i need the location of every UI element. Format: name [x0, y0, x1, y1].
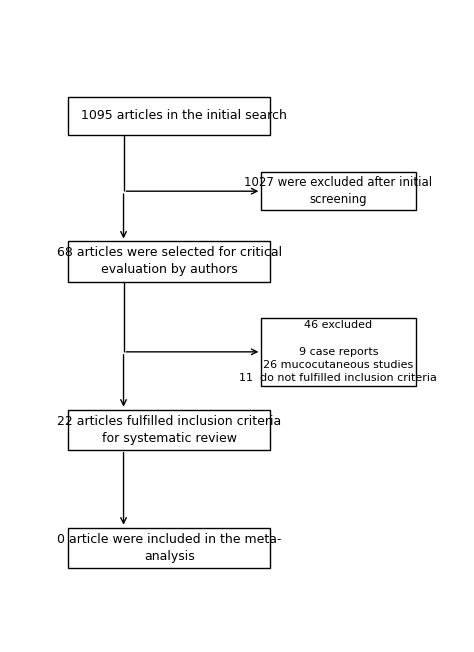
FancyBboxPatch shape	[68, 241, 271, 282]
Text: 22 articles fulfilled inclusion criteria
for systematic review: 22 articles fulfilled inclusion criteria…	[57, 415, 282, 445]
FancyBboxPatch shape	[261, 318, 416, 386]
Text: 0 article were included in the meta-
analysis: 0 article were included in the meta- ana…	[57, 533, 282, 563]
FancyBboxPatch shape	[68, 409, 271, 450]
FancyBboxPatch shape	[261, 172, 416, 210]
FancyBboxPatch shape	[68, 97, 271, 135]
Text: 68 articles were selected for critical
evaluation by authors: 68 articles were selected for critical e…	[57, 246, 282, 276]
Text: 1095 articles in the initial search: 1095 articles in the initial search	[82, 110, 287, 123]
Text: 1027 were excluded after initial
screening: 1027 were excluded after initial screeni…	[245, 176, 432, 206]
Text: 46 excluded

9 case reports
26 mucocutaneous studies
11  do not fulfilled inclus: 46 excluded 9 case reports 26 mucocutane…	[239, 320, 438, 383]
FancyBboxPatch shape	[68, 527, 271, 568]
